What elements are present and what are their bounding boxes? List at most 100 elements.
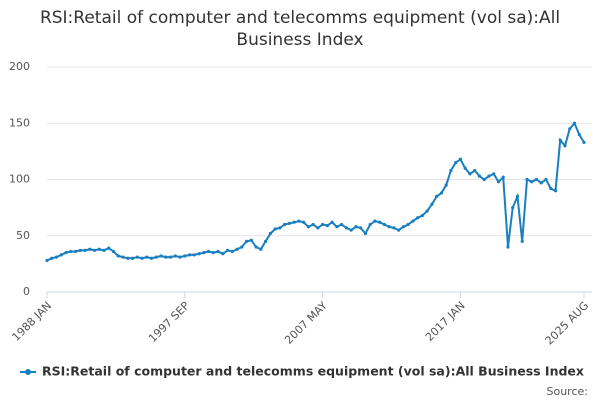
data-point	[168, 255, 173, 259]
data-point	[449, 168, 453, 173]
data-point	[178, 255, 182, 259]
data-point	[468, 172, 472, 176]
chart-title: RSI:Retail of computer and telecomms equ…	[40, 8, 560, 50]
data-point	[359, 226, 363, 230]
data-point	[406, 222, 410, 227]
data-point	[306, 225, 310, 229]
data-point	[382, 222, 387, 227]
data-point	[511, 206, 515, 210]
data-point	[159, 254, 163, 258]
data-point	[335, 225, 339, 229]
data-point	[78, 248, 82, 252]
x-tick-label: 1997 SEP	[146, 299, 192, 345]
data-point	[211, 251, 215, 255]
data-point	[530, 180, 534, 184]
data-point	[439, 191, 444, 195]
data-point	[206, 249, 211, 254]
y-tick-label: 150	[9, 116, 30, 129]
data-point	[354, 225, 358, 229]
data-point	[121, 255, 125, 259]
data-point	[45, 258, 49, 263]
data-point	[254, 245, 258, 249]
data-point	[487, 174, 491, 178]
data-point	[482, 177, 486, 182]
data-point	[392, 226, 396, 230]
data-point	[577, 132, 581, 137]
data-point	[515, 194, 520, 198]
data-point	[278, 226, 282, 230]
data-point	[173, 254, 177, 258]
data-point	[287, 221, 291, 225]
data-point	[73, 249, 78, 254]
data-point	[50, 256, 54, 260]
data-point	[97, 247, 101, 251]
data-point	[454, 161, 458, 165]
data-point	[378, 220, 382, 224]
data-point	[268, 231, 272, 236]
data-point	[135, 255, 139, 259]
data-point	[458, 157, 463, 161]
data-point	[259, 247, 263, 251]
data-point	[164, 255, 168, 259]
data-point	[107, 246, 111, 250]
data-point	[330, 220, 334, 224]
data-point	[69, 249, 73, 254]
data-point	[520, 239, 524, 243]
data-point	[496, 180, 501, 184]
data-point	[425, 209, 429, 213]
data-point	[411, 219, 415, 223]
data-point	[373, 219, 377, 223]
y-tick-label: 50	[16, 229, 30, 242]
data-point	[183, 254, 187, 258]
x-tick-label: 2017 JAN	[423, 299, 468, 344]
data-point	[506, 245, 510, 249]
data-point	[116, 254, 120, 258]
data-point	[435, 194, 439, 198]
data-point	[401, 225, 406, 229]
data-point	[235, 247, 239, 251]
data-point	[525, 177, 529, 182]
data-point	[264, 239, 268, 243]
data-point	[387, 225, 391, 229]
data-point	[492, 172, 496, 176]
data-point	[325, 224, 329, 228]
data-point	[582, 140, 586, 144]
data-point	[558, 138, 562, 142]
data-point	[544, 177, 548, 182]
data-point	[244, 239, 249, 243]
data-point	[572, 121, 577, 125]
data-point	[444, 183, 448, 187]
data-point	[534, 177, 539, 182]
data-point	[230, 249, 234, 254]
data-point	[92, 248, 97, 252]
x-tick-label: 2007 MAY	[282, 299, 330, 347]
data-point	[283, 222, 287, 227]
source-label: Source:	[547, 385, 589, 398]
data-point	[397, 228, 401, 232]
x-tick-label: 1988 JAN	[9, 299, 54, 344]
data-point	[273, 227, 277, 231]
data-point	[316, 226, 320, 230]
data-point	[297, 219, 301, 223]
data-point	[321, 222, 325, 227]
data-point	[130, 256, 135, 260]
data-point	[311, 222, 315, 227]
data-point	[420, 213, 425, 218]
data-point	[54, 255, 59, 259]
data-point	[340, 222, 344, 227]
data-point	[102, 248, 106, 252]
data-point	[225, 248, 230, 252]
y-tick-label: 100	[9, 173, 30, 186]
data-point	[539, 181, 543, 185]
data-point	[154, 255, 158, 259]
x-tick-label: 2025 AUG	[543, 299, 592, 348]
data-point	[240, 245, 244, 249]
data-point	[221, 252, 225, 256]
data-point	[59, 253, 63, 257]
data-point	[344, 226, 348, 230]
legend-marker	[25, 369, 31, 375]
data-point	[111, 249, 116, 254]
data-point	[83, 248, 87, 252]
data-point	[549, 186, 553, 191]
data-point	[126, 256, 130, 260]
